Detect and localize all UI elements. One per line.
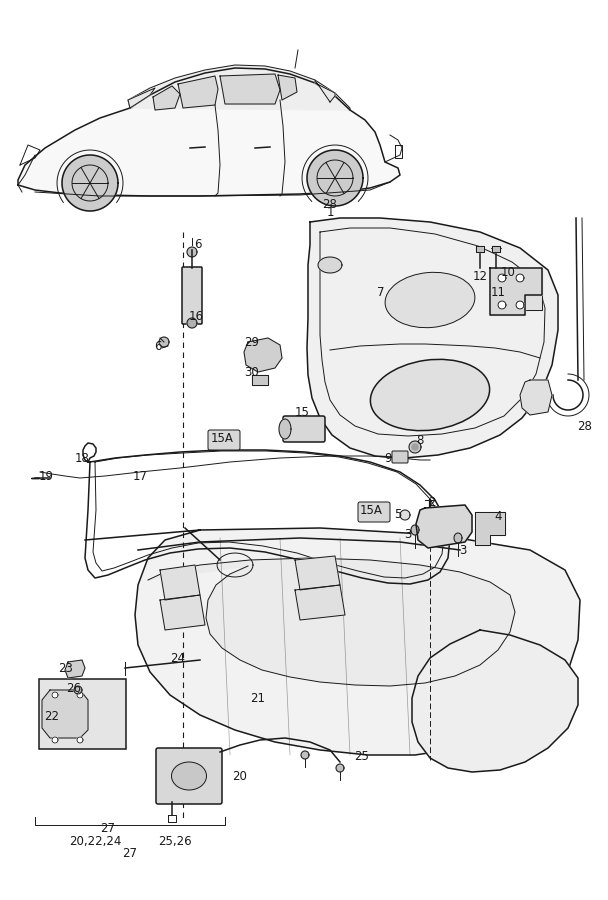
Text: 9: 9	[384, 452, 392, 464]
Text: 15: 15	[294, 406, 309, 419]
Text: 27: 27	[122, 847, 137, 860]
Polygon shape	[400, 510, 410, 520]
Polygon shape	[65, 660, 85, 678]
Polygon shape	[412, 630, 578, 772]
Text: 3: 3	[459, 544, 467, 556]
Text: 1: 1	[326, 205, 334, 219]
Ellipse shape	[370, 359, 489, 431]
Text: 6: 6	[194, 238, 202, 251]
Polygon shape	[244, 338, 282, 372]
FancyBboxPatch shape	[156, 748, 222, 804]
Text: 8: 8	[416, 434, 424, 446]
Polygon shape	[295, 556, 340, 590]
Polygon shape	[42, 690, 88, 738]
Polygon shape	[178, 76, 218, 108]
Polygon shape	[416, 505, 472, 548]
Polygon shape	[412, 444, 418, 450]
Polygon shape	[187, 318, 197, 328]
Ellipse shape	[385, 273, 475, 328]
Text: 28: 28	[578, 419, 592, 433]
Polygon shape	[74, 686, 82, 694]
Text: 12: 12	[472, 269, 488, 283]
Text: 25: 25	[354, 750, 370, 762]
Polygon shape	[278, 75, 297, 100]
Text: 28: 28	[323, 199, 337, 212]
Polygon shape	[220, 74, 280, 104]
Polygon shape	[490, 282, 542, 310]
Text: 11: 11	[491, 285, 505, 299]
Text: 25,26: 25,26	[158, 835, 192, 848]
Polygon shape	[148, 558, 515, 686]
Polygon shape	[85, 528, 580, 755]
Text: 20: 20	[233, 770, 247, 782]
FancyBboxPatch shape	[283, 416, 325, 442]
Text: 21: 21	[250, 691, 266, 705]
Polygon shape	[52, 737, 58, 743]
Polygon shape	[279, 419, 291, 439]
Polygon shape	[475, 512, 505, 545]
Polygon shape	[160, 565, 200, 600]
Polygon shape	[492, 246, 500, 252]
Text: 29: 29	[244, 336, 260, 348]
Polygon shape	[295, 585, 345, 620]
Polygon shape	[516, 274, 524, 282]
Text: 27: 27	[100, 822, 116, 834]
Polygon shape	[62, 155, 118, 211]
FancyBboxPatch shape	[208, 430, 240, 450]
Polygon shape	[128, 65, 350, 110]
Text: 30: 30	[244, 365, 260, 379]
Polygon shape	[476, 246, 484, 252]
Polygon shape	[77, 737, 83, 743]
FancyBboxPatch shape	[392, 451, 408, 463]
Polygon shape	[516, 301, 524, 309]
Text: 19: 19	[38, 470, 54, 482]
Polygon shape	[252, 375, 268, 385]
Text: 6: 6	[154, 339, 162, 353]
Polygon shape	[128, 88, 155, 108]
Polygon shape	[159, 337, 169, 347]
Text: 4: 4	[494, 509, 502, 523]
Text: 22: 22	[44, 709, 60, 723]
Polygon shape	[153, 86, 180, 110]
Polygon shape	[498, 301, 506, 309]
Text: 7: 7	[377, 285, 385, 299]
FancyBboxPatch shape	[358, 502, 390, 522]
Text: 15A: 15A	[359, 503, 382, 517]
Polygon shape	[490, 268, 542, 315]
Text: 10: 10	[500, 266, 516, 278]
Text: 17: 17	[133, 470, 148, 482]
FancyBboxPatch shape	[39, 679, 126, 749]
Polygon shape	[498, 274, 506, 282]
Polygon shape	[318, 257, 342, 273]
Text: 3: 3	[404, 527, 412, 541]
Polygon shape	[315, 80, 335, 102]
Text: 16: 16	[188, 310, 204, 322]
Text: 23: 23	[58, 662, 74, 674]
Text: 15A: 15A	[210, 431, 233, 445]
Polygon shape	[336, 764, 344, 772]
Polygon shape	[307, 218, 558, 458]
FancyBboxPatch shape	[182, 267, 202, 324]
Polygon shape	[301, 751, 309, 759]
Polygon shape	[18, 93, 400, 196]
Polygon shape	[187, 247, 197, 257]
Polygon shape	[520, 380, 552, 415]
Polygon shape	[411, 525, 419, 535]
Polygon shape	[454, 533, 462, 543]
Polygon shape	[409, 441, 421, 453]
Text: 24: 24	[170, 652, 185, 664]
Text: 20,22,24: 20,22,24	[69, 835, 121, 848]
Polygon shape	[307, 150, 363, 206]
Text: 5: 5	[395, 508, 402, 520]
Text: 2: 2	[428, 496, 436, 508]
Text: 18: 18	[75, 452, 89, 464]
Polygon shape	[77, 692, 83, 698]
Polygon shape	[160, 595, 205, 630]
Ellipse shape	[171, 762, 207, 790]
Polygon shape	[52, 692, 58, 698]
Text: 26: 26	[66, 681, 81, 695]
